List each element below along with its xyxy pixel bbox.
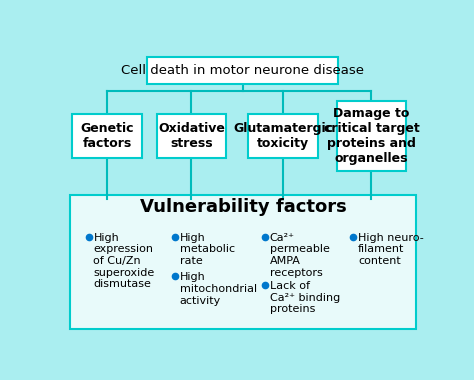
- Text: Glutamatergic
toxicity: Glutamatergic toxicity: [233, 122, 333, 150]
- FancyBboxPatch shape: [337, 101, 406, 171]
- Text: Lack of
Ca²⁺ binding
proteins: Lack of Ca²⁺ binding proteins: [270, 281, 340, 314]
- Text: High
metabolic
rate: High metabolic rate: [180, 233, 235, 266]
- Text: Genetic
factors: Genetic factors: [80, 122, 134, 150]
- Text: Ca²⁺
permeable
AMPA
receptors: Ca²⁺ permeable AMPA receptors: [270, 233, 329, 278]
- FancyBboxPatch shape: [156, 114, 227, 158]
- FancyBboxPatch shape: [70, 195, 416, 329]
- FancyBboxPatch shape: [147, 57, 338, 84]
- Text: Damage to
critical target
proteins and
organelles: Damage to critical target proteins and o…: [324, 107, 419, 165]
- Text: Cell death in motor neurone disease: Cell death in motor neurone disease: [121, 64, 365, 77]
- Text: Vulnerability factors: Vulnerability factors: [139, 198, 346, 215]
- Text: Oxidative
stress: Oxidative stress: [158, 122, 225, 150]
- FancyBboxPatch shape: [248, 114, 318, 158]
- Text: High neuro-
filament
content: High neuro- filament content: [358, 233, 424, 266]
- FancyBboxPatch shape: [72, 114, 142, 158]
- Text: High
mitochondrial
activity: High mitochondrial activity: [180, 272, 257, 306]
- Text: High
expression
of Cu/Zn
superoxide
dismutase: High expression of Cu/Zn superoxide dism…: [93, 233, 155, 289]
